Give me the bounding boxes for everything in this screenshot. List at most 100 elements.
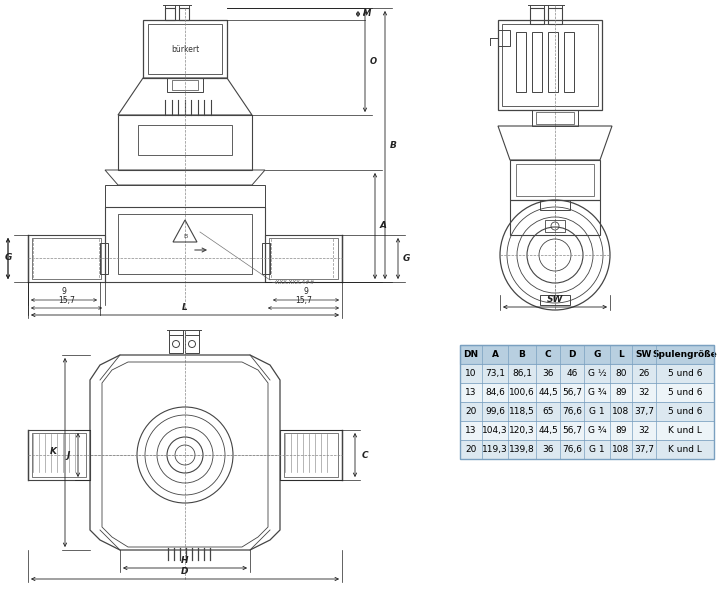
Text: L: L [618, 350, 624, 359]
Bar [460, 383, 714, 402]
Text: G 1: G 1 [589, 407, 605, 416]
Bar [548, 8, 562, 24]
Text: 9: 9 [62, 287, 66, 296]
Text: 44,5: 44,5 [538, 426, 558, 435]
Text: 76,6: 76,6 [562, 445, 582, 454]
Text: DN: DN [464, 350, 479, 359]
Text: 104,3: 104,3 [482, 426, 508, 435]
Bar [185, 335, 199, 353]
Text: C: C [362, 451, 369, 459]
Text: D: D [568, 350, 576, 359]
Text: G ¾: G ¾ [588, 426, 606, 435]
Text: 37,7: 37,7 [634, 407, 654, 416]
Bar [32, 433, 86, 477]
Bar [118, 214, 252, 274]
Bar [169, 335, 183, 353]
Text: 37,7: 37,7 [634, 445, 654, 454]
Bar [179, 8, 189, 20]
Bar [105, 185, 265, 207]
Text: 5 und 6: 5 und 6 [667, 388, 702, 397]
Text: G: G [4, 253, 12, 263]
Bar [460, 402, 714, 421]
Text: 56,7: 56,7 [562, 426, 582, 435]
Bar [280, 430, 342, 480]
Bar [532, 32, 542, 92]
Text: 86,1: 86,1 [512, 369, 532, 378]
Text: J: J [67, 451, 70, 459]
Text: 36: 36 [542, 445, 554, 454]
Bar [510, 200, 600, 235]
Text: 10: 10 [465, 369, 477, 378]
Text: 44,5: 44,5 [538, 388, 558, 397]
Text: 119,3: 119,3 [482, 445, 508, 454]
Text: B: B [390, 140, 397, 149]
Bar [28, 235, 105, 282]
Bar [28, 430, 90, 480]
Bar [540, 295, 570, 305]
Text: G: G [403, 254, 410, 263]
Text: SW: SW [636, 350, 652, 359]
Text: 89: 89 [616, 426, 626, 435]
Text: G ½: G ½ [588, 369, 606, 378]
Text: 15,7: 15,7 [296, 296, 312, 305]
Text: 99,6: 99,6 [485, 407, 505, 416]
Bar [262, 243, 270, 274]
Bar [548, 32, 558, 92]
Text: 120,3: 120,3 [509, 426, 535, 435]
Bar [460, 364, 714, 383]
Text: 20: 20 [465, 445, 477, 454]
Text: 36: 36 [542, 369, 554, 378]
Bar [143, 20, 227, 78]
Bar [460, 421, 714, 440]
Text: 100,6: 100,6 [509, 388, 535, 397]
Bar [516, 32, 526, 92]
Text: 73,1: 73,1 [485, 369, 505, 378]
Text: B: B [518, 350, 526, 359]
Text: G: G [593, 350, 600, 359]
Text: 5 und 6: 5 und 6 [667, 369, 702, 378]
Text: 46: 46 [567, 369, 577, 378]
Bar [172, 80, 198, 90]
Bar [498, 20, 602, 110]
Text: 13: 13 [465, 426, 477, 435]
Text: 76,6: 76,6 [562, 407, 582, 416]
Bar [530, 8, 544, 24]
Bar [32, 238, 101, 279]
Bar [545, 220, 565, 232]
Text: 65: 65 [542, 407, 554, 416]
Text: 139,8: 139,8 [509, 445, 535, 454]
Bar [284, 433, 338, 477]
Text: 15,7: 15,7 [58, 296, 76, 305]
Bar [516, 164, 594, 196]
Bar [118, 115, 252, 170]
Bar [564, 32, 574, 92]
Bar [167, 78, 203, 92]
Text: 56,7: 56,7 [562, 388, 582, 397]
Bar [536, 112, 574, 124]
Bar [165, 8, 175, 20]
Text: 32: 32 [639, 426, 649, 435]
Bar [138, 125, 232, 155]
Text: 80: 80 [616, 369, 626, 378]
Text: G ¾: G ¾ [588, 388, 606, 397]
Text: 89: 89 [616, 388, 626, 397]
Text: 26: 26 [639, 369, 649, 378]
Text: bürkert: bürkert [171, 44, 199, 54]
Bar [510, 160, 600, 200]
Text: 9: 9 [304, 287, 308, 296]
Bar [265, 235, 342, 282]
Bar [100, 243, 108, 274]
Text: K und L: K und L [668, 445, 702, 454]
Text: 13: 13 [465, 388, 477, 397]
Text: 118,5: 118,5 [509, 407, 535, 416]
Text: L: L [182, 303, 188, 312]
Text: 32: 32 [639, 388, 649, 397]
Bar [269, 238, 338, 279]
Text: 5 und 6: 5 und 6 [667, 407, 702, 416]
Bar [498, 30, 510, 46]
Text: K und L: K und L [668, 426, 702, 435]
Text: O: O [370, 57, 377, 66]
Text: →XXX.XXX.4##: →XXX.XXX.4## [272, 279, 315, 285]
Text: C: C [545, 350, 552, 359]
Bar [540, 200, 570, 210]
